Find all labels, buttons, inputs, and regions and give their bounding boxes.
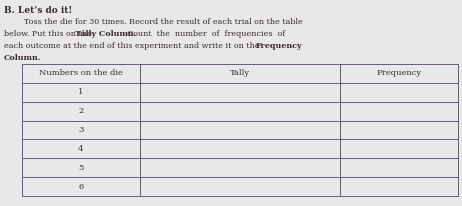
Text: 6: 6 xyxy=(78,183,84,191)
Text: 2: 2 xyxy=(78,107,84,115)
Text: 3: 3 xyxy=(78,126,84,134)
Text: 4: 4 xyxy=(78,145,84,153)
Text: Tally: Tally xyxy=(230,69,250,77)
Text: Frequency: Frequency xyxy=(377,69,422,77)
Text: Column.: Column. xyxy=(4,54,42,62)
Text: Count  the  number  of  frequencies  of: Count the number of frequencies of xyxy=(122,30,285,38)
Text: below. Put this on the: below. Put this on the xyxy=(4,30,94,38)
Text: Numbers on the die: Numbers on the die xyxy=(39,69,123,77)
Text: Frequency: Frequency xyxy=(256,42,303,50)
Text: 5: 5 xyxy=(78,164,84,172)
Text: Toss the die for 30 times. Record the result of each trial on the table: Toss the die for 30 times. Record the re… xyxy=(4,18,303,26)
Text: 1: 1 xyxy=(78,88,84,96)
Text: Tally Column.: Tally Column. xyxy=(75,30,136,38)
Text: each outcome at the end of this experiment and write it on the: each outcome at the end of this experime… xyxy=(4,42,262,50)
Text: B. Let’s do it!: B. Let’s do it! xyxy=(4,6,73,15)
